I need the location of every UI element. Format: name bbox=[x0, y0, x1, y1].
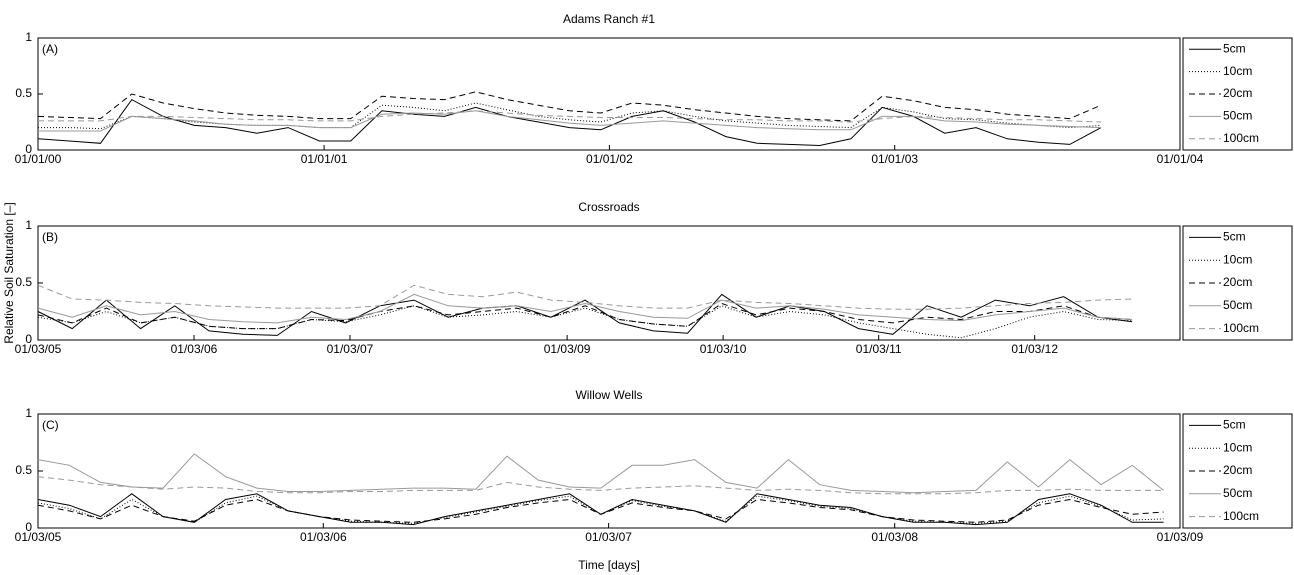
legend-label: 20cm bbox=[1223, 463, 1252, 477]
data-line bbox=[37, 98, 1102, 147]
y-tick-label: 1 bbox=[25, 218, 32, 232]
data-line bbox=[37, 493, 1164, 526]
legend-label: 5cm bbox=[1223, 41, 1246, 55]
panel-label: (B) bbox=[42, 230, 58, 244]
panel-label: (A) bbox=[42, 42, 58, 56]
y-tick-label: 1 bbox=[25, 406, 32, 420]
data-line bbox=[37, 453, 1164, 494]
x-tick-label: 01/03/08 bbox=[871, 530, 918, 544]
legend-label: 100cm bbox=[1223, 321, 1259, 335]
x-tick-label: 01/01/03 bbox=[871, 152, 918, 166]
x-tick-label: 01/03/06 bbox=[171, 342, 218, 356]
legend-label: 10cm bbox=[1223, 440, 1252, 454]
x-tick-label: 01/03/07 bbox=[585, 530, 632, 544]
legend-label: 50cm bbox=[1223, 486, 1252, 500]
data-line bbox=[38, 110, 1102, 123]
legend-label: 5cm bbox=[1223, 418, 1246, 432]
x-tick-label: 01/03/09 bbox=[544, 342, 591, 356]
legend-label: 50cm bbox=[1223, 109, 1252, 123]
plot-frame bbox=[37, 225, 1181, 341]
x-tick-label: 01/03/07 bbox=[327, 342, 374, 356]
y-tick-label: 0 bbox=[25, 332, 32, 346]
y-tick-label: 0.5 bbox=[15, 275, 32, 289]
panel-title: Adams Ranch #1 bbox=[563, 12, 655, 26]
legend-label: 100cm bbox=[1223, 131, 1259, 145]
data-line bbox=[37, 302, 1133, 330]
data-line bbox=[37, 284, 1133, 310]
x-tick-label: 01/03/10 bbox=[700, 342, 747, 356]
x-tick-label: 01/03/06 bbox=[300, 530, 347, 544]
x-axis-label: Time [days] bbox=[578, 558, 640, 572]
data-line bbox=[37, 305, 1133, 339]
y-axis-label: Relative Soil Saturation [–] bbox=[2, 202, 16, 343]
data-line bbox=[37, 495, 1164, 524]
y-tick-label: 0.5 bbox=[15, 86, 32, 100]
y-tick-label: 0.5 bbox=[15, 463, 32, 477]
y-tick-label: 1 bbox=[25, 30, 32, 44]
legend-label: 10cm bbox=[1223, 64, 1252, 78]
x-tick-label: 01/03/09 bbox=[1157, 530, 1204, 544]
x-tick-label: 01/01/01 bbox=[301, 152, 348, 166]
legend-label: 50cm bbox=[1223, 298, 1252, 312]
data-line bbox=[38, 102, 1102, 130]
y-tick-label: 0 bbox=[25, 520, 32, 534]
data-line bbox=[37, 293, 1133, 324]
data-line bbox=[38, 110, 1102, 132]
legend-label: 20cm bbox=[1223, 86, 1252, 100]
legend-label: 10cm bbox=[1223, 252, 1252, 266]
legend-label: 5cm bbox=[1223, 230, 1246, 244]
x-tick-label: 01/03/12 bbox=[1011, 342, 1058, 356]
data-line bbox=[37, 476, 1164, 495]
panel-title: Willow Wells bbox=[575, 388, 642, 402]
y-tick-label: 0 bbox=[25, 142, 32, 156]
panel-label: (C) bbox=[42, 418, 59, 432]
x-tick-label: 01/01/02 bbox=[586, 152, 633, 166]
plot-frame bbox=[37, 37, 1181, 151]
x-tick-label: 01/03/05 bbox=[15, 530, 62, 544]
x-tick-label: 01/03/11 bbox=[856, 342, 902, 356]
x-tick-label: 01/01/04 bbox=[1157, 152, 1204, 166]
data-line bbox=[37, 293, 1133, 336]
data-line bbox=[37, 91, 1102, 122]
x-tick-label: 01/01/00 bbox=[15, 152, 62, 166]
legend-label: 20cm bbox=[1223, 275, 1252, 289]
data-line bbox=[37, 498, 1164, 523]
x-tick-label: 01/03/05 bbox=[15, 342, 62, 356]
legend-label: 100cm bbox=[1223, 509, 1259, 523]
panel-title: Crossroads bbox=[578, 200, 639, 214]
